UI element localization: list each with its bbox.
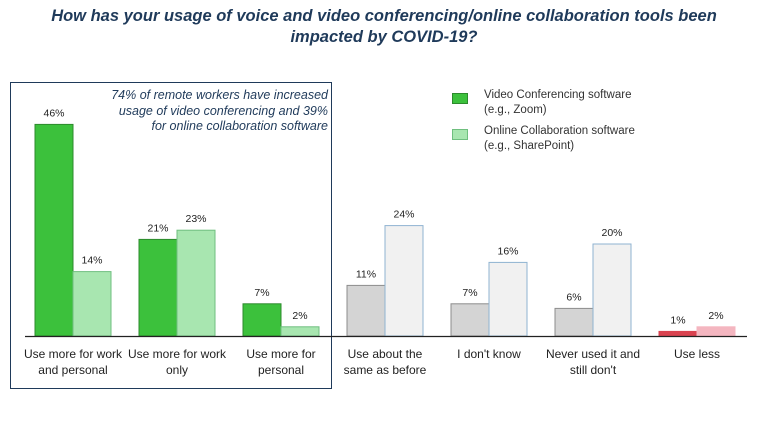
category-label-use-about-the-same-as-before-line-2: same as before [344, 363, 427, 377]
legend-label-video-conferencing: Video Conferencing software (e.g., Zoom) [484, 88, 631, 118]
data-label-use-less-online-collaboration: 2% [708, 310, 723, 322]
bar-use-more-for-personal-online-collaboration [280, 326, 320, 337]
bar-use-more-for-work-only-online-collaboration [176, 229, 216, 337]
legend-label-video-line-1: Video Conferencing software [484, 89, 632, 101]
data-label-i-don-t-know-online-collaboration: 16% [497, 245, 518, 257]
annotation-line-2: usage of video conferencing and 39% [118, 103, 328, 118]
bar-use-about-the-same-as-before-online-collaboration [384, 225, 424, 337]
legend-swatch-online-collaboration [452, 129, 468, 140]
increased-usage-annotation: 74% of remote workers have increased usa… [92, 88, 328, 135]
annotation-line-1: 74% of remote workers have increased [111, 88, 328, 102]
bar-use-more-for-work-and-personal-video-conferencing [34, 123, 74, 337]
bar-never-used-it-and-still-don-t-video-conferencing [554, 307, 594, 337]
data-label-never-used-it-and-still-don-t-video-conferencing: 6% [566, 291, 581, 303]
legend-label-collab-line-2: (e.g., SharePoint) [484, 140, 575, 152]
bar-i-don-t-know-video-conferencing [450, 303, 490, 337]
data-label-never-used-it-and-still-don-t-online-collaboration: 20% [601, 227, 622, 239]
category-label-use-more-for-work-only-line-1: Use more for work [128, 347, 227, 361]
title-line-1: How has your usage of voice and video co… [51, 7, 717, 25]
category-label-use-less: Use less [674, 347, 720, 361]
legend-label-video-line-2: (e.g., Zoom) [484, 104, 547, 116]
category-label-use-more-for-work-and-personal-line-2: and personal [38, 363, 107, 377]
data-label-use-more-for-work-and-personal-online-collaboration: 14% [81, 255, 102, 267]
category-label-never-used-it-and-still-don-t-line-2: still don't [570, 363, 617, 377]
annotation-line-3: for online collaboration software [151, 119, 329, 133]
data-label-use-more-for-personal-video-conferencing: 7% [254, 287, 269, 299]
legend-item-video-conferencing: Video Conferencing software (e.g., Zoom) [452, 88, 635, 118]
category-label-use-more-for-personal-line-2: personal [258, 363, 304, 377]
legend-item-online-collaboration: Online Collaboration software (e.g., Sha… [452, 124, 635, 154]
category-label-i-don-t-know: I don't know [457, 347, 521, 361]
category-label-use-about-the-same-as-before-line-1: Use about the [348, 347, 423, 361]
bar-use-less-video-conferencing [658, 330, 698, 337]
bar-use-more-for-work-and-personal-online-collaboration [72, 271, 112, 337]
bar-use-about-the-same-as-before-video-conferencing [346, 284, 386, 337]
category-label-use-more-for-work-only-line-2: only [166, 363, 188, 377]
category-label-never-used-it-and-still-don-t-line-1: Never used it and [546, 347, 640, 361]
data-label-use-less-video-conferencing: 1% [670, 314, 685, 326]
data-label-use-about-the-same-as-before-video-conferencing: 11% [356, 268, 376, 280]
chart-legend: Video Conferencing software (e.g., Zoom)… [452, 88, 635, 160]
chart-title: How has your usage of voice and video co… [0, 6, 768, 48]
data-label-use-about-the-same-as-before-online-collaboration: 24% [393, 209, 414, 221]
data-label-use-more-for-work-only-video-conferencing: 21% [147, 222, 168, 234]
bar-never-used-it-and-still-don-t-online-collaboration [592, 243, 632, 337]
category-label-use-more-for-personal-line-1: Use more for [246, 347, 315, 361]
data-label-use-more-for-work-only-online-collaboration: 23% [185, 213, 206, 225]
legend-swatch-video-conferencing [452, 93, 468, 104]
category-label-use-more-for-work-and-personal-line-1: Use more for work [24, 347, 123, 361]
data-label-i-don-t-know-video-conferencing: 7% [462, 287, 477, 299]
bar-use-more-for-personal-video-conferencing [242, 303, 282, 337]
bar-use-less-online-collaboration [696, 326, 736, 337]
legend-label-collab-line-1: Online Collaboration software [484, 125, 635, 137]
bar-use-more-for-work-only-video-conferencing [138, 238, 178, 337]
legend-label-online-collaboration: Online Collaboration software (e.g., Sha… [484, 124, 635, 154]
data-label-use-more-for-work-and-personal-video-conferencing: 46% [43, 107, 64, 119]
title-line-2: impacted by COVID-19? [290, 28, 478, 46]
increased-usage-highlight-box [10, 82, 332, 389]
bar-i-don-t-know-online-collaboration [488, 261, 528, 337]
data-label-use-more-for-personal-online-collaboration: 2% [292, 310, 307, 322]
